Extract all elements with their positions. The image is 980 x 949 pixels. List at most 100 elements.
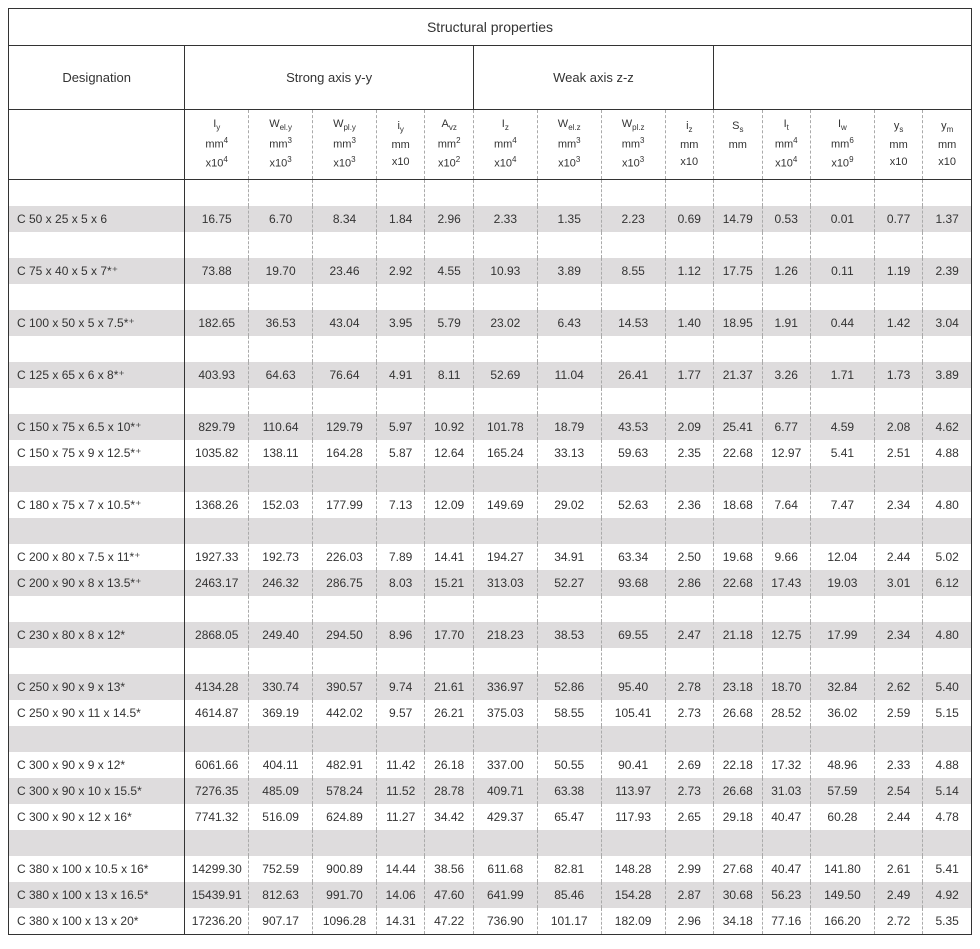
value-cell: 2.33 [874,752,922,778]
value-cell: 429.37 [473,804,537,830]
designation-cell: C 150 x 75 x 6.5 x 10*⁺ [9,414,185,440]
value-cell: 10.93 [473,258,537,284]
unit-designation [9,110,185,180]
value-cell: 95.40 [601,674,665,700]
value-cell: 2.50 [665,544,713,570]
unit-header: Ssmm [714,110,762,180]
value-cell: 2.86 [665,570,713,596]
value-cell: 21.37 [714,362,762,388]
table-row: C 150 x 75 x 9 x 12.5*⁺1035.82138.11164.… [9,440,972,466]
designation-cell: C 230 x 80 x 8 x 12* [9,622,185,648]
value-cell: 29.18 [714,804,762,830]
value-cell: 4.88 [923,752,972,778]
value-cell: 403.93 [185,362,249,388]
value-cell: 12.64 [425,440,473,466]
value-cell: 30.68 [714,882,762,908]
value-cell: 485.09 [249,778,313,804]
value-cell: 101.78 [473,414,537,440]
value-cell: 3.04 [923,310,972,336]
table-title: Structural properties [9,9,972,46]
value-cell: 2868.05 [185,622,249,648]
value-cell: 14.06 [376,882,424,908]
value-cell: 7276.35 [185,778,249,804]
value-cell: 85.46 [537,882,601,908]
value-cell: 2.33 [473,206,537,232]
value-cell: 17.99 [810,622,874,648]
value-cell: 36.02 [810,700,874,726]
value-cell: 482.91 [313,752,377,778]
value-cell: 2.08 [874,414,922,440]
value-cell: 2.34 [874,622,922,648]
table-row: C 300 x 90 x 9 x 12*6061.66404.11482.911… [9,752,972,778]
value-cell: 47.60 [425,882,473,908]
value-cell: 4.62 [923,414,972,440]
value-cell: 182.09 [601,908,665,935]
value-cell: 1.35 [537,206,601,232]
value-cell: 9.66 [762,544,810,570]
designation-cell: C 125 x 65 x 6 x 8*⁺ [9,362,185,388]
table-row: C 250 x 90 x 11 x 14.5*4614.87369.19442.… [9,700,972,726]
value-cell: 249.40 [249,622,313,648]
col-group-weak-axis: Weak axis z-z [473,46,713,110]
value-cell: 177.99 [313,492,377,518]
value-cell: 110.64 [249,414,313,440]
value-cell: 2.35 [665,440,713,466]
value-cell: 2.73 [665,700,713,726]
table-head: Structural properties Designation Strong… [9,9,972,180]
value-cell: 4.88 [923,440,972,466]
value-cell: 6061.66 [185,752,249,778]
value-cell: 73.88 [185,258,249,284]
value-cell: 6.77 [762,414,810,440]
value-cell: 23.18 [714,674,762,700]
value-cell: 0.77 [874,206,922,232]
table-body: C 50 x 25 x 5 x 616.756.708.341.842.962.… [9,180,972,935]
value-cell: 63.38 [537,778,601,804]
value-cell: 5.02 [923,544,972,570]
spacer-row [9,648,972,674]
value-cell: 5.97 [376,414,424,440]
value-cell: 93.68 [601,570,665,596]
value-cell: 4134.28 [185,674,249,700]
value-cell: 26.68 [714,778,762,804]
value-cell: 0.69 [665,206,713,232]
value-cell: 4.80 [923,492,972,518]
unit-header: ysmmx10 [874,110,922,180]
unit-header-row: Iymm4x104Wel.ymm3x103Wpl.ymm3x103iymmx10… [9,110,972,180]
value-cell: 34.42 [425,804,473,830]
value-cell: 1.42 [874,310,922,336]
value-cell: 641.99 [473,882,537,908]
value-cell: 8.34 [313,206,377,232]
col-group-designation: Designation [9,46,185,110]
spacer-row [9,284,972,310]
value-cell: 149.69 [473,492,537,518]
value-cell: 5.87 [376,440,424,466]
value-cell: 1.19 [874,258,922,284]
value-cell: 6.70 [249,206,313,232]
value-cell: 11.52 [376,778,424,804]
value-cell: 8.03 [376,570,424,596]
unit-header: Wpl.ymm3x103 [313,110,377,180]
value-cell: 129.79 [313,414,377,440]
spacer-row [9,830,972,856]
value-cell: 154.28 [601,882,665,908]
value-cell: 1.37 [923,206,972,232]
value-cell: 31.03 [762,778,810,804]
structural-properties-table: Structural properties Designation Strong… [8,8,972,935]
value-cell: 442.02 [313,700,377,726]
value-cell: 10.92 [425,414,473,440]
value-cell: 7.47 [810,492,874,518]
group-header-row: Designation Strong axis y-y Weak axis z-… [9,46,972,110]
value-cell: 2.54 [874,778,922,804]
designation-cell: C 200 x 80 x 7.5 x 11*⁺ [9,544,185,570]
value-cell: 34.91 [537,544,601,570]
value-cell: 17.43 [762,570,810,596]
value-cell: 2.36 [665,492,713,518]
value-cell: 2.34 [874,492,922,518]
value-cell: 21.18 [714,622,762,648]
value-cell: 33.13 [537,440,601,466]
designation-cell: C 75 x 40 x 5 x 7*⁺ [9,258,185,284]
value-cell: 218.23 [473,622,537,648]
value-cell: 52.69 [473,362,537,388]
value-cell: 1.26 [762,258,810,284]
designation-cell: C 50 x 25 x 5 x 6 [9,206,185,232]
